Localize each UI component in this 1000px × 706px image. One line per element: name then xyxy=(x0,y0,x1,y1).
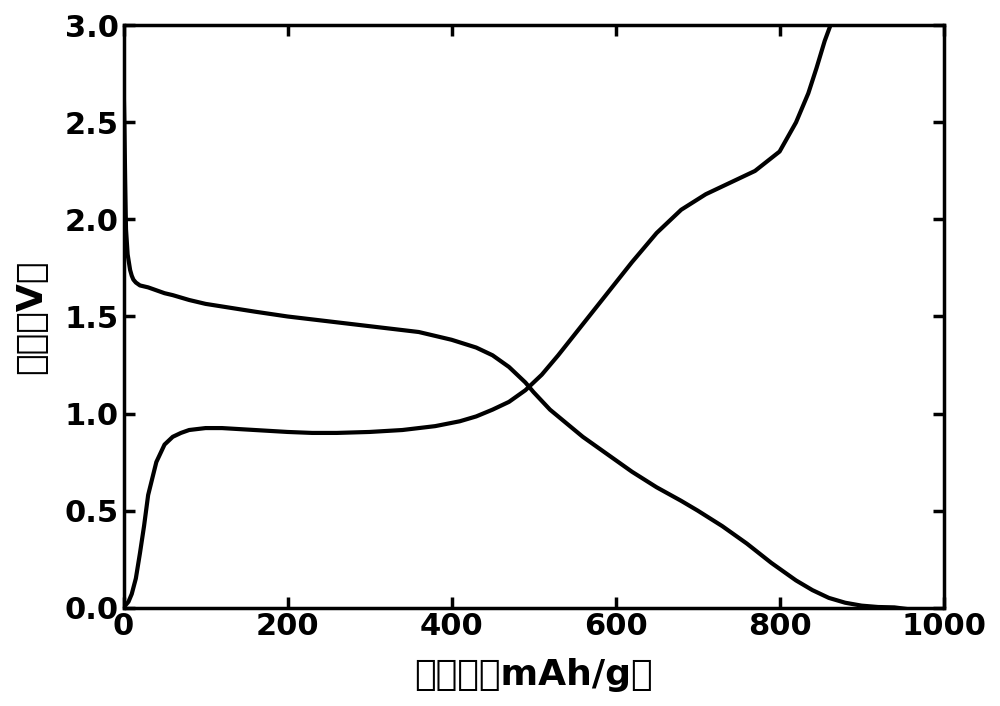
Y-axis label: 电压（V）: 电压（V） xyxy=(14,259,48,373)
X-axis label: 比容量（mAh/g）: 比容量（mAh/g） xyxy=(414,658,653,692)
